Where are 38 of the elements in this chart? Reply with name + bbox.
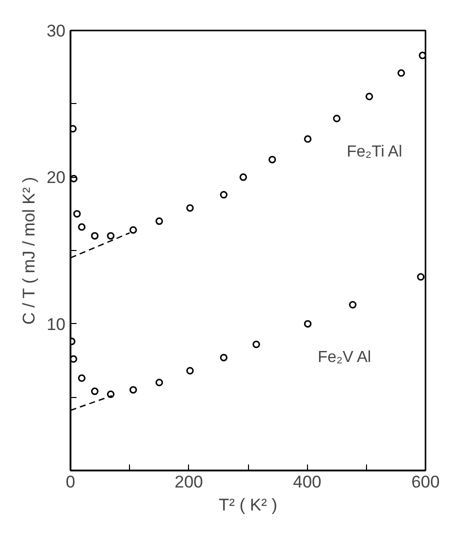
point bbox=[304, 320, 312, 328]
point bbox=[129, 386, 137, 394]
point bbox=[333, 114, 340, 122]
y-tick-label: 20 bbox=[46, 168, 66, 188]
point bbox=[70, 355, 78, 363]
point bbox=[78, 374, 86, 382]
x-tick-label: 0 bbox=[66, 472, 76, 492]
point bbox=[397, 69, 405, 77]
point bbox=[186, 204, 194, 212]
y-axis-title: C / T ( mJ / mol K² ) bbox=[20, 176, 39, 325]
point bbox=[70, 125, 77, 133]
point bbox=[252, 340, 260, 348]
point bbox=[106, 232, 114, 240]
point bbox=[156, 378, 163, 386]
x-tick-label: 200 bbox=[174, 472, 204, 492]
series-label: Fe₂V Al bbox=[318, 348, 372, 366]
point bbox=[418, 52, 426, 60]
x-tick-label: 600 bbox=[411, 472, 440, 492]
point bbox=[220, 354, 228, 362]
point bbox=[366, 92, 374, 100]
y-tick-label: 10 bbox=[46, 314, 66, 334]
point bbox=[73, 210, 81, 218]
point bbox=[240, 173, 248, 181]
x-axis-title: T² ( K² ) bbox=[218, 496, 278, 514]
point bbox=[78, 223, 86, 231]
point bbox=[348, 301, 356, 309]
series-label: Fe₂Ti Al bbox=[346, 144, 402, 160]
point bbox=[186, 367, 194, 375]
point bbox=[91, 232, 99, 240]
point bbox=[220, 191, 228, 199]
x-tick-label: 400 bbox=[292, 472, 322, 492]
point bbox=[304, 135, 312, 143]
point bbox=[129, 226, 137, 234]
y-tick-label: 30 bbox=[46, 22, 66, 40]
point bbox=[156, 217, 163, 225]
point bbox=[417, 273, 425, 281]
point bbox=[91, 388, 99, 396]
point bbox=[268, 156, 276, 164]
